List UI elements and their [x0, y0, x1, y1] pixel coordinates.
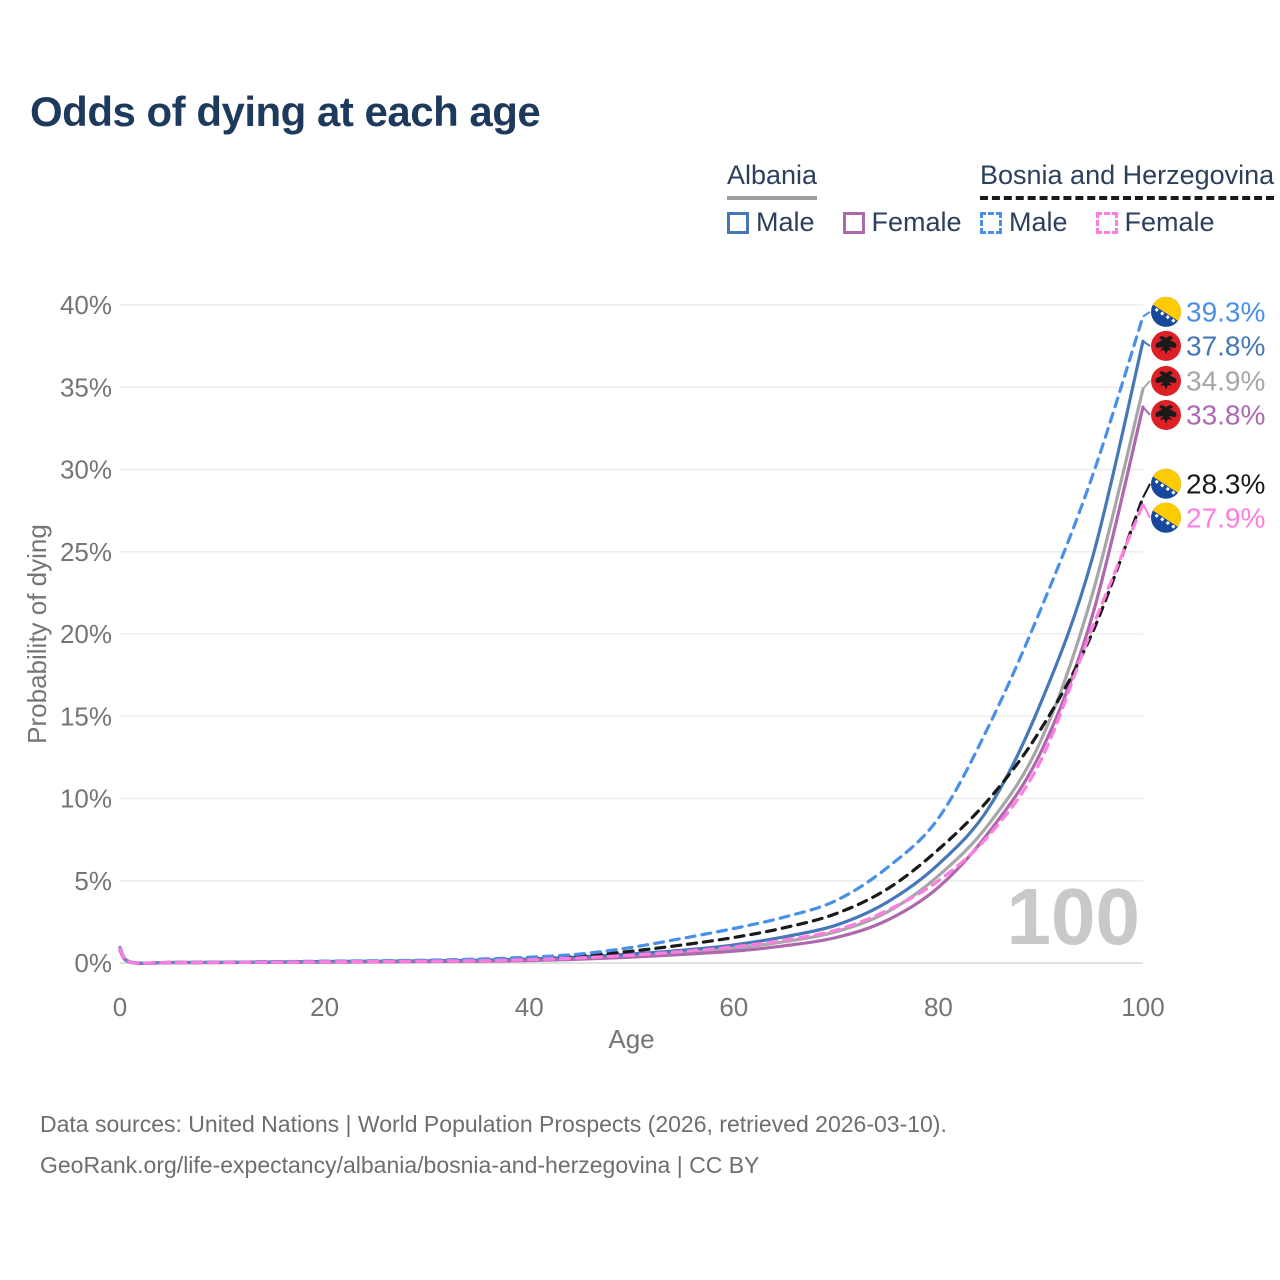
series-line-albania_total[interactable] [118, 387, 1145, 965]
y-tick-25: 25% [60, 537, 112, 567]
y-tick-40: 40% [60, 290, 112, 320]
y-tick-20: 20% [60, 619, 112, 649]
x-tick-60: 60 [719, 992, 748, 1022]
end-label-value-albania_total: 34.9% [1186, 365, 1265, 396]
legend-label-bosnia_male: Male [1009, 207, 1068, 237]
y-tick-15: 15% [60, 701, 112, 731]
legend-swatch-albania_female [842, 211, 865, 234]
legend-label-albania_female: Female [871, 207, 962, 237]
hover-age-watermark: 100 [1007, 872, 1140, 961]
legend-label-bosnia_female: Female [1124, 207, 1215, 237]
legend-country-bosnia-and-herzegovina[interactable]: Bosnia and Herzegovina [980, 160, 1275, 200]
y-tick-5: 5% [74, 866, 112, 896]
legend-item-bosnia_female[interactable]: Female [1095, 207, 1215, 238]
legend-item-bosnia_male[interactable]: Male [980, 207, 1068, 238]
x-tick-100: 100 [1121, 992, 1164, 1022]
end-label-connector-bosnia_total [1142, 483, 1151, 498]
legend-item-albania_male[interactable]: Male [727, 207, 815, 238]
series-line-bosnia_male[interactable] [118, 314, 1145, 965]
end-label-connector-albania_total [1142, 380, 1151, 390]
albania-flag-icon [1151, 399, 1181, 430]
x-tick-0: 0 [113, 992, 127, 1022]
page-title: Odds of dying at each age [30, 88, 541, 135]
legend-group-bosnia-and-herzegovina: Bosnia and Herzegovina Male Female [980, 160, 1275, 238]
end-label-value-albania_female: 33.8% [1186, 399, 1265, 430]
y-tick-0: 0% [74, 948, 112, 978]
legend-group-albania: Albania Male Female [727, 160, 990, 238]
end-label-value-albania_male: 37.8% [1186, 330, 1265, 361]
legend-swatch-bosnia_female [1095, 211, 1118, 234]
x-tick-40: 40 [515, 992, 544, 1022]
y-tick-30: 30% [60, 455, 112, 485]
legend-items-albania: Male Female [727, 207, 990, 238]
series-line-albania_male[interactable] [118, 339, 1145, 965]
x-axis-title: Age [608, 1024, 654, 1054]
x-tick-80: 80 [924, 992, 953, 1022]
legend-items-bosnia-and-herzegovina: Male Female [980, 207, 1274, 238]
legend-item-albania_female[interactable]: Female [842, 207, 962, 238]
legend-swatch-bosnia_male [980, 211, 1002, 234]
y-tick-35: 35% [60, 372, 112, 402]
end-label-value-bosnia_female: 27.9% [1186, 502, 1265, 533]
series-line-bosnia_total[interactable] [118, 495, 1145, 965]
x-tick-20: 20 [310, 992, 339, 1022]
y-tick-10: 10% [60, 784, 112, 814]
albania-flag-icon [1151, 365, 1181, 396]
legend-country-albania[interactable]: Albania [727, 160, 818, 200]
bosnia-and-herzegovina-flag-icon [1151, 296, 1181, 327]
series-line-albania_female[interactable] [118, 405, 1145, 965]
bosnia-and-herzegovina-flag-icon [1151, 502, 1181, 533]
legend-swatch-albania_male [727, 211, 749, 234]
albania-flag-icon [1151, 330, 1181, 361]
footer-attribution-url: GeoRank.org/life-expectancy/albania/bosn… [40, 1152, 760, 1178]
legend-label-albania_male: Male [756, 207, 815, 237]
end-label-value-bosnia_total: 28.3% [1186, 468, 1265, 499]
footer-data-sources: Data sources: United Nations | World Pop… [40, 1111, 947, 1137]
end-label-value-bosnia_male: 39.3% [1186, 296, 1265, 327]
end-label-connector-bosnia_male [1142, 311, 1151, 318]
end-label-connector-albania_male [1142, 340, 1151, 347]
end-label-connector-bosnia_female [1142, 503, 1151, 519]
end-label-connector-albania_female [1142, 406, 1151, 416]
y-axis-title: Probability of dying [22, 524, 52, 744]
footer: Data sources: United Nations | World Pop… [40, 1104, 947, 1186]
series-line-bosnia_female[interactable] [118, 502, 1145, 965]
bosnia-and-herzegovina-flag-icon [1151, 468, 1181, 499]
